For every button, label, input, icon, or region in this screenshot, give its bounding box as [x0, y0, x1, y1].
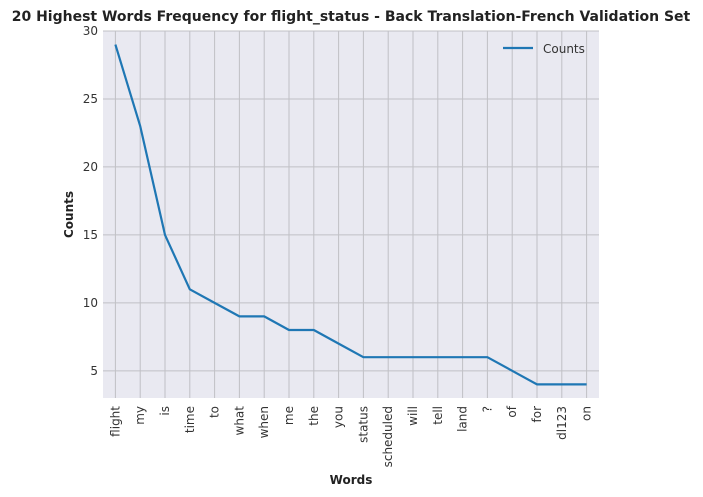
x-tick-label: scheduled [381, 406, 395, 467]
x-tick-label: will [406, 406, 420, 426]
y-axis-ticks: 5 10 15 20 25 30 [83, 24, 98, 378]
legend: Counts [503, 42, 585, 56]
y-axis-label: Counts [62, 191, 76, 238]
x-tick-label: to [208, 406, 222, 418]
x-tick-label: of [505, 405, 519, 417]
x-tick-label: land [456, 406, 470, 432]
x-tick-label: status [356, 406, 370, 443]
y-tick-label: 10 [83, 296, 98, 310]
x-axis-label: Words [330, 473, 373, 487]
x-tick-label: the [307, 406, 321, 426]
y-tick-label: 15 [83, 228, 98, 242]
x-tick-label: ? [480, 406, 494, 412]
grid [103, 30, 599, 398]
legend-label-counts: Counts [543, 42, 585, 56]
x-axis-ticks: flight my is time to what when me the you status sc… [108, 405, 593, 467]
x-tick-label: time [183, 406, 197, 433]
x-tick-label: flight [108, 406, 122, 437]
x-tick-label: tell [431, 406, 445, 425]
x-tick-label: when [257, 406, 271, 438]
x-tick-label: you [332, 406, 346, 428]
series-line-counts [114, 44, 587, 386]
y-tick-label: 30 [83, 24, 98, 38]
x-tick-label: for [530, 406, 544, 423]
y-tick-label: 5 [90, 364, 98, 378]
x-tick-label: me [282, 406, 296, 425]
x-tick-label: my [133, 406, 147, 425]
x-tick-label: dl123 [555, 406, 569, 440]
x-tick-label: is [158, 406, 172, 416]
x-tick-label: what [232, 406, 246, 436]
x-tick-label: on [580, 406, 594, 421]
plot-area [103, 31, 599, 398]
y-tick-label: 20 [83, 160, 98, 174]
y-tick-label: 25 [83, 92, 98, 106]
chart-title: 20 Highest Words Frequency for flight_st… [12, 9, 691, 25]
